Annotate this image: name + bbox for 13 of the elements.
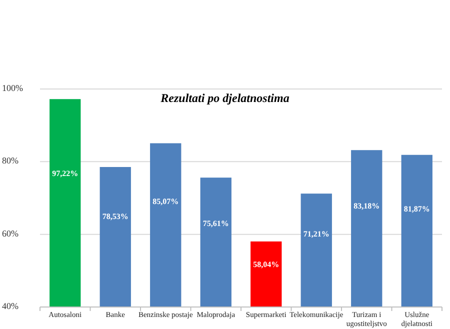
data-label: 97,22% <box>52 168 78 178</box>
data-label: 71,21% <box>303 229 330 238</box>
data-label: 85,07% <box>152 197 179 206</box>
y-tick-label: 100% <box>2 83 24 94</box>
data-label: 75,61% <box>202 219 229 228</box>
data-label: 83,18% <box>354 201 380 210</box>
data-label: 81,87% <box>404 204 430 214</box>
data-label: 78,53% <box>102 212 128 222</box>
y-tick-label: 60% <box>2 228 19 238</box>
chart-title: Rezultati po djelatnostima <box>160 91 290 105</box>
y-tick-label: 80% <box>2 156 19 166</box>
y-tick-label: 40% <box>2 301 19 312</box>
data-label: 58,04% <box>253 260 280 269</box>
